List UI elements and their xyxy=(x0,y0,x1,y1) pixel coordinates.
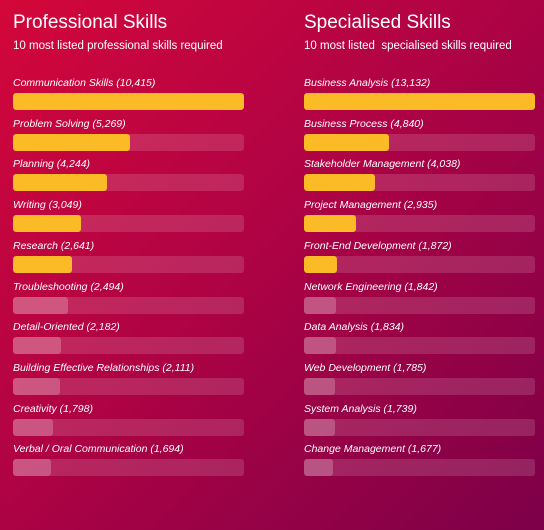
skill-label: Troubleshooting (2,494) xyxy=(13,280,124,293)
skill-row: Stakeholder Management (4,038) xyxy=(304,158,535,194)
skill-row: Project Management (2,935) xyxy=(304,199,535,235)
bar-fill xyxy=(13,174,108,192)
skill-row: Writing (3,049) xyxy=(13,199,244,235)
skill-label: Writing (3,049) xyxy=(13,199,82,212)
bar-fill xyxy=(13,296,69,314)
bar-track xyxy=(304,133,535,151)
skill-row: Data Analysis (1,834) xyxy=(304,321,535,357)
skill-label: Business Analysis (13,132) xyxy=(304,77,431,89)
bar-track xyxy=(13,296,244,314)
skill-row: Research (2,641) xyxy=(13,240,244,276)
skill-row: Verbal / Oral Communication (1,694) xyxy=(13,443,244,479)
bar-track xyxy=(304,174,535,192)
skill-label: Stakeholder Management (4,038) xyxy=(304,158,461,171)
skill-row: System Analysis (1,739) xyxy=(304,403,535,439)
skill-label: Verbal / Oral Communication (1,694) xyxy=(13,443,184,456)
bar-track xyxy=(13,377,244,395)
bar-track xyxy=(13,215,244,233)
bar-fill xyxy=(13,418,53,436)
skill-label: System Analysis (1,739) xyxy=(304,402,417,415)
skill-label: Change Management (1,677) xyxy=(304,443,442,456)
bar-track xyxy=(304,255,535,273)
bar-fill xyxy=(13,337,62,355)
bar-fill xyxy=(13,133,130,151)
skill-row: Troubleshooting (2,494) xyxy=(13,281,244,317)
bar-fill xyxy=(13,459,51,477)
bar-fill xyxy=(304,93,535,110)
bar-track xyxy=(13,255,244,273)
skill-label: Business Process (4,840) xyxy=(304,117,424,130)
bar-fill xyxy=(13,377,60,395)
bar-fill xyxy=(304,133,390,151)
bar-fill xyxy=(304,174,376,192)
skill-label: Detail-Oriented (2,182) xyxy=(13,321,120,334)
skill-row: Building Effective Relationships (2,111) xyxy=(13,362,244,398)
skill-label: Data Analysis (1,834) xyxy=(304,321,404,334)
bar-fill xyxy=(13,93,244,110)
bar-track xyxy=(304,418,535,436)
bar-track xyxy=(304,337,535,355)
skill-label: Creativity (1,798) xyxy=(13,402,93,415)
bar-track xyxy=(304,215,535,233)
panel-title: Professional Skills xyxy=(13,12,168,33)
bar-track xyxy=(304,377,535,395)
bar-fill xyxy=(304,418,335,436)
skill-label: Planning (4,244) xyxy=(13,158,91,171)
skill-row: Business Process (4,840) xyxy=(304,118,535,154)
skill-row: Communication Skills (10,415) xyxy=(13,77,244,113)
skill-row: Front-End Development (1,872) xyxy=(304,240,535,276)
bar-fill xyxy=(304,296,337,314)
skill-row: Planning (4,244) xyxy=(13,158,244,194)
skill-label: Building Effective Relationships (2,111) xyxy=(13,361,195,374)
bar-track xyxy=(304,459,535,477)
bar-fill xyxy=(304,377,336,395)
bar-fill xyxy=(13,215,81,233)
bar-fill xyxy=(304,215,356,233)
skill-row: Creativity (1,798) xyxy=(13,403,244,439)
bar-track xyxy=(304,296,535,314)
bar-track xyxy=(13,133,244,151)
panel-subtitle: 10 most listed specialised skills requir… xyxy=(304,40,512,52)
bar-fill xyxy=(13,255,72,273)
bar-track xyxy=(13,418,244,436)
bar-fill xyxy=(304,337,337,355)
skill-label: Front-End Development (1,872) xyxy=(304,239,452,252)
bar-fill xyxy=(304,459,334,477)
panel-subtitle: 10 most listed professional skills requi… xyxy=(13,40,223,52)
skill-label: Project Management (2,935) xyxy=(304,199,438,212)
skill-label: Research (2,641) xyxy=(13,239,95,252)
skill-label: Web Development (1,785) xyxy=(304,361,427,374)
skill-label: Communication Skills (10,415) xyxy=(13,77,156,89)
skill-row: Business Analysis (13,132) xyxy=(304,77,535,113)
skill-row: Problem Solving (5,269) xyxy=(13,118,244,154)
bar-track xyxy=(13,93,244,110)
skill-row: Network Engineering (1,842) xyxy=(304,281,535,317)
bar-track xyxy=(13,337,244,355)
skill-label: Problem Solving (5,269) xyxy=(13,117,126,130)
bar-track xyxy=(304,93,535,110)
panel-title: Specialised Skills xyxy=(304,12,451,33)
skill-row: Detail-Oriented (2,182) xyxy=(13,321,244,357)
bar-fill xyxy=(304,255,337,273)
bar-track xyxy=(13,459,244,477)
bar-track xyxy=(13,174,244,192)
skill-label: Network Engineering (1,842) xyxy=(304,280,438,293)
skill-row: Web Development (1,785) xyxy=(304,362,535,398)
skill-row: Change Management (1,677) xyxy=(304,443,535,479)
